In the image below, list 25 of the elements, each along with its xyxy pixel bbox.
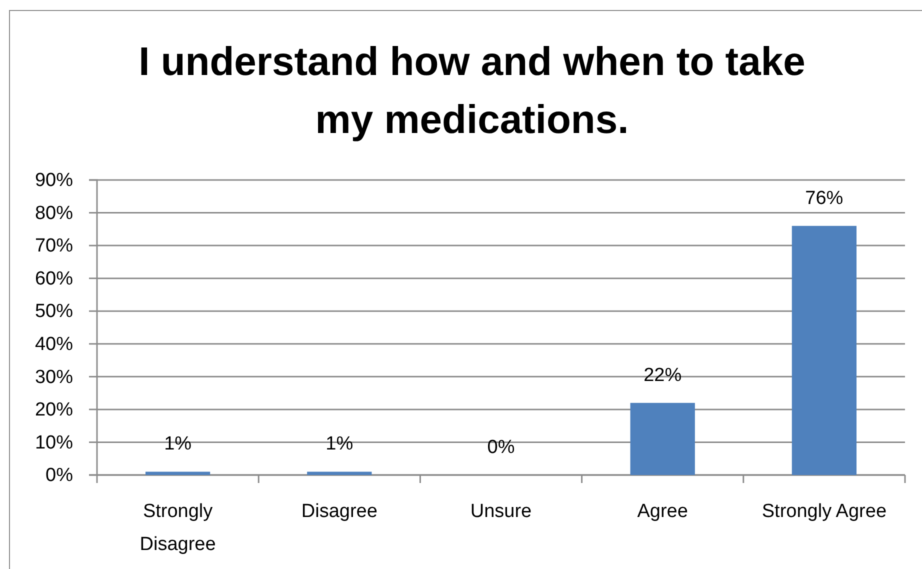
chart-title: I understand how and when to take my medications. [138, 40, 806, 142]
y-tick-label: 0% [46, 465, 74, 486]
y-tick-label: 40% [34, 334, 74, 355]
y-tick-label: 10% [34, 432, 74, 454]
bar [307, 472, 372, 475]
data-label: 0% [487, 437, 515, 458]
data-label: 1% [326, 434, 354, 455]
y-tick-label: 50% [34, 301, 74, 322]
bar [145, 472, 210, 475]
bar [792, 226, 857, 475]
y-tick-label: 30% [34, 366, 74, 388]
x-tick-label: Strongly Disagree [140, 501, 216, 555]
data-label: 76% [805, 188, 844, 209]
data-label: 22% [644, 364, 682, 386]
x-tick-label: Unsure [470, 501, 532, 522]
data-label: 1% [164, 434, 192, 455]
x-tick-label: Agree [637, 501, 688, 522]
y-tick-label: 60% [34, 268, 74, 290]
y-tick-label: 20% [34, 400, 74, 421]
y-tick-label: 70% [34, 236, 74, 257]
y-tick-label: 90% [34, 170, 74, 192]
x-tick-label: Disagree [301, 501, 378, 522]
bar [630, 402, 695, 475]
y-tick-label: 80% [34, 202, 74, 224]
x-tick-label: Strongly Agree [762, 501, 887, 522]
